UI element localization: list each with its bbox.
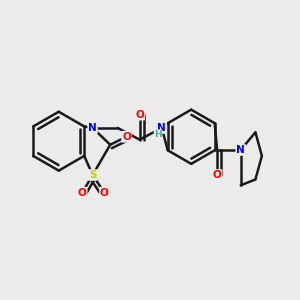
Text: N: N — [158, 123, 166, 133]
Text: O: O — [122, 132, 131, 142]
Text: S: S — [89, 170, 96, 180]
Text: O: O — [213, 170, 221, 180]
Text: N: N — [88, 123, 97, 133]
Text: N: N — [236, 145, 245, 155]
Text: O: O — [78, 188, 87, 198]
Text: O: O — [100, 188, 109, 198]
Text: H: H — [154, 130, 162, 139]
Text: O: O — [135, 110, 144, 120]
